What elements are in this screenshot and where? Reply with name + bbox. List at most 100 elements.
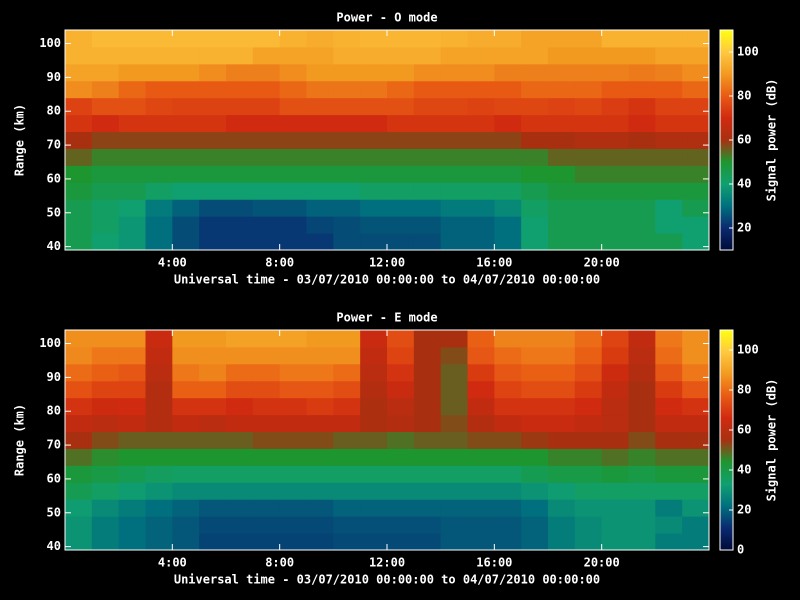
cell (91, 414, 120, 433)
cell (413, 533, 442, 550)
cell (360, 46, 388, 65)
cell (145, 346, 173, 365)
cell (333, 533, 361, 550)
cell (601, 414, 629, 433)
cell (333, 114, 361, 133)
cell (521, 63, 549, 82)
cell (199, 363, 227, 382)
cell (494, 131, 522, 149)
cell (226, 216, 254, 234)
cell (521, 380, 549, 399)
cell (655, 131, 683, 149)
cell (65, 431, 93, 449)
cell (306, 448, 334, 466)
cell (601, 363, 629, 382)
cell (306, 30, 334, 48)
cell (655, 414, 683, 433)
cell (628, 165, 656, 183)
cell (172, 182, 200, 200)
cell (655, 380, 683, 399)
cell (387, 131, 415, 149)
cell (279, 30, 307, 48)
cell (440, 499, 468, 517)
cell (145, 199, 173, 217)
chart-title: Power - E mode (336, 311, 437, 325)
cell (521, 330, 549, 348)
cell (548, 148, 576, 166)
cell (226, 199, 254, 217)
cell (226, 414, 254, 433)
cell (145, 114, 173, 133)
cell (467, 46, 495, 65)
cell (682, 63, 709, 82)
cell (252, 380, 281, 399)
y-tick-label: 80 (47, 104, 61, 118)
cell (65, 131, 93, 149)
cell (333, 148, 361, 166)
cell (306, 182, 334, 200)
cell (172, 533, 200, 550)
y-tick-label: 40 (47, 539, 61, 553)
cell (199, 499, 227, 517)
x-tick-label: 12:00 (369, 556, 405, 570)
colorbar-tick-label: 80 (737, 89, 751, 103)
cell (521, 363, 549, 382)
cell (199, 148, 227, 166)
cell (91, 80, 120, 99)
cells (65, 330, 709, 550)
cell (655, 533, 683, 550)
cell (199, 199, 227, 217)
cell (145, 216, 173, 234)
y-tick-label: 70 (47, 438, 61, 452)
cell (360, 63, 388, 82)
cell (601, 97, 629, 116)
cell (548, 397, 576, 416)
cell (172, 216, 200, 234)
cell (440, 346, 468, 365)
cell (655, 30, 683, 48)
cell (628, 431, 656, 449)
cell (279, 516, 307, 534)
cell (387, 30, 415, 48)
x-axis-label: Universal time - 03/07/2010 00:00:00 to … (174, 273, 600, 287)
cell (360, 499, 388, 517)
cell (65, 233, 93, 250)
cell (628, 131, 656, 149)
cell (387, 182, 415, 200)
colorbar-tick-label: 40 (737, 463, 751, 477)
cell (279, 114, 307, 133)
cell (682, 533, 709, 550)
cell (655, 363, 683, 382)
cell (682, 216, 709, 234)
cell (413, 46, 442, 65)
cell (199, 182, 227, 200)
cell (360, 363, 388, 382)
y-axis-label: Range (km) (13, 404, 27, 476)
y-tick-label: 60 (47, 171, 61, 185)
cell (521, 80, 549, 99)
cell (306, 114, 334, 133)
cell (360, 516, 388, 534)
cell (548, 380, 576, 399)
cell (601, 330, 629, 348)
cell (601, 380, 629, 399)
cell (548, 482, 576, 500)
cell (574, 165, 603, 183)
cell (279, 131, 307, 149)
x-tick-label: 12:00 (369, 256, 405, 270)
cell (628, 46, 656, 65)
x-tick-label: 20:00 (584, 256, 620, 270)
cell (494, 165, 522, 183)
cell (440, 216, 468, 234)
cell (360, 380, 388, 399)
cell (521, 165, 549, 183)
cell (360, 182, 388, 200)
cell (172, 30, 200, 48)
chart-title: Power - O mode (336, 11, 437, 25)
cell (440, 533, 468, 550)
cell (413, 182, 442, 200)
y-tick-label: 100 (39, 336, 61, 350)
cell (601, 63, 629, 82)
cell (628, 182, 656, 200)
cell (145, 363, 173, 382)
